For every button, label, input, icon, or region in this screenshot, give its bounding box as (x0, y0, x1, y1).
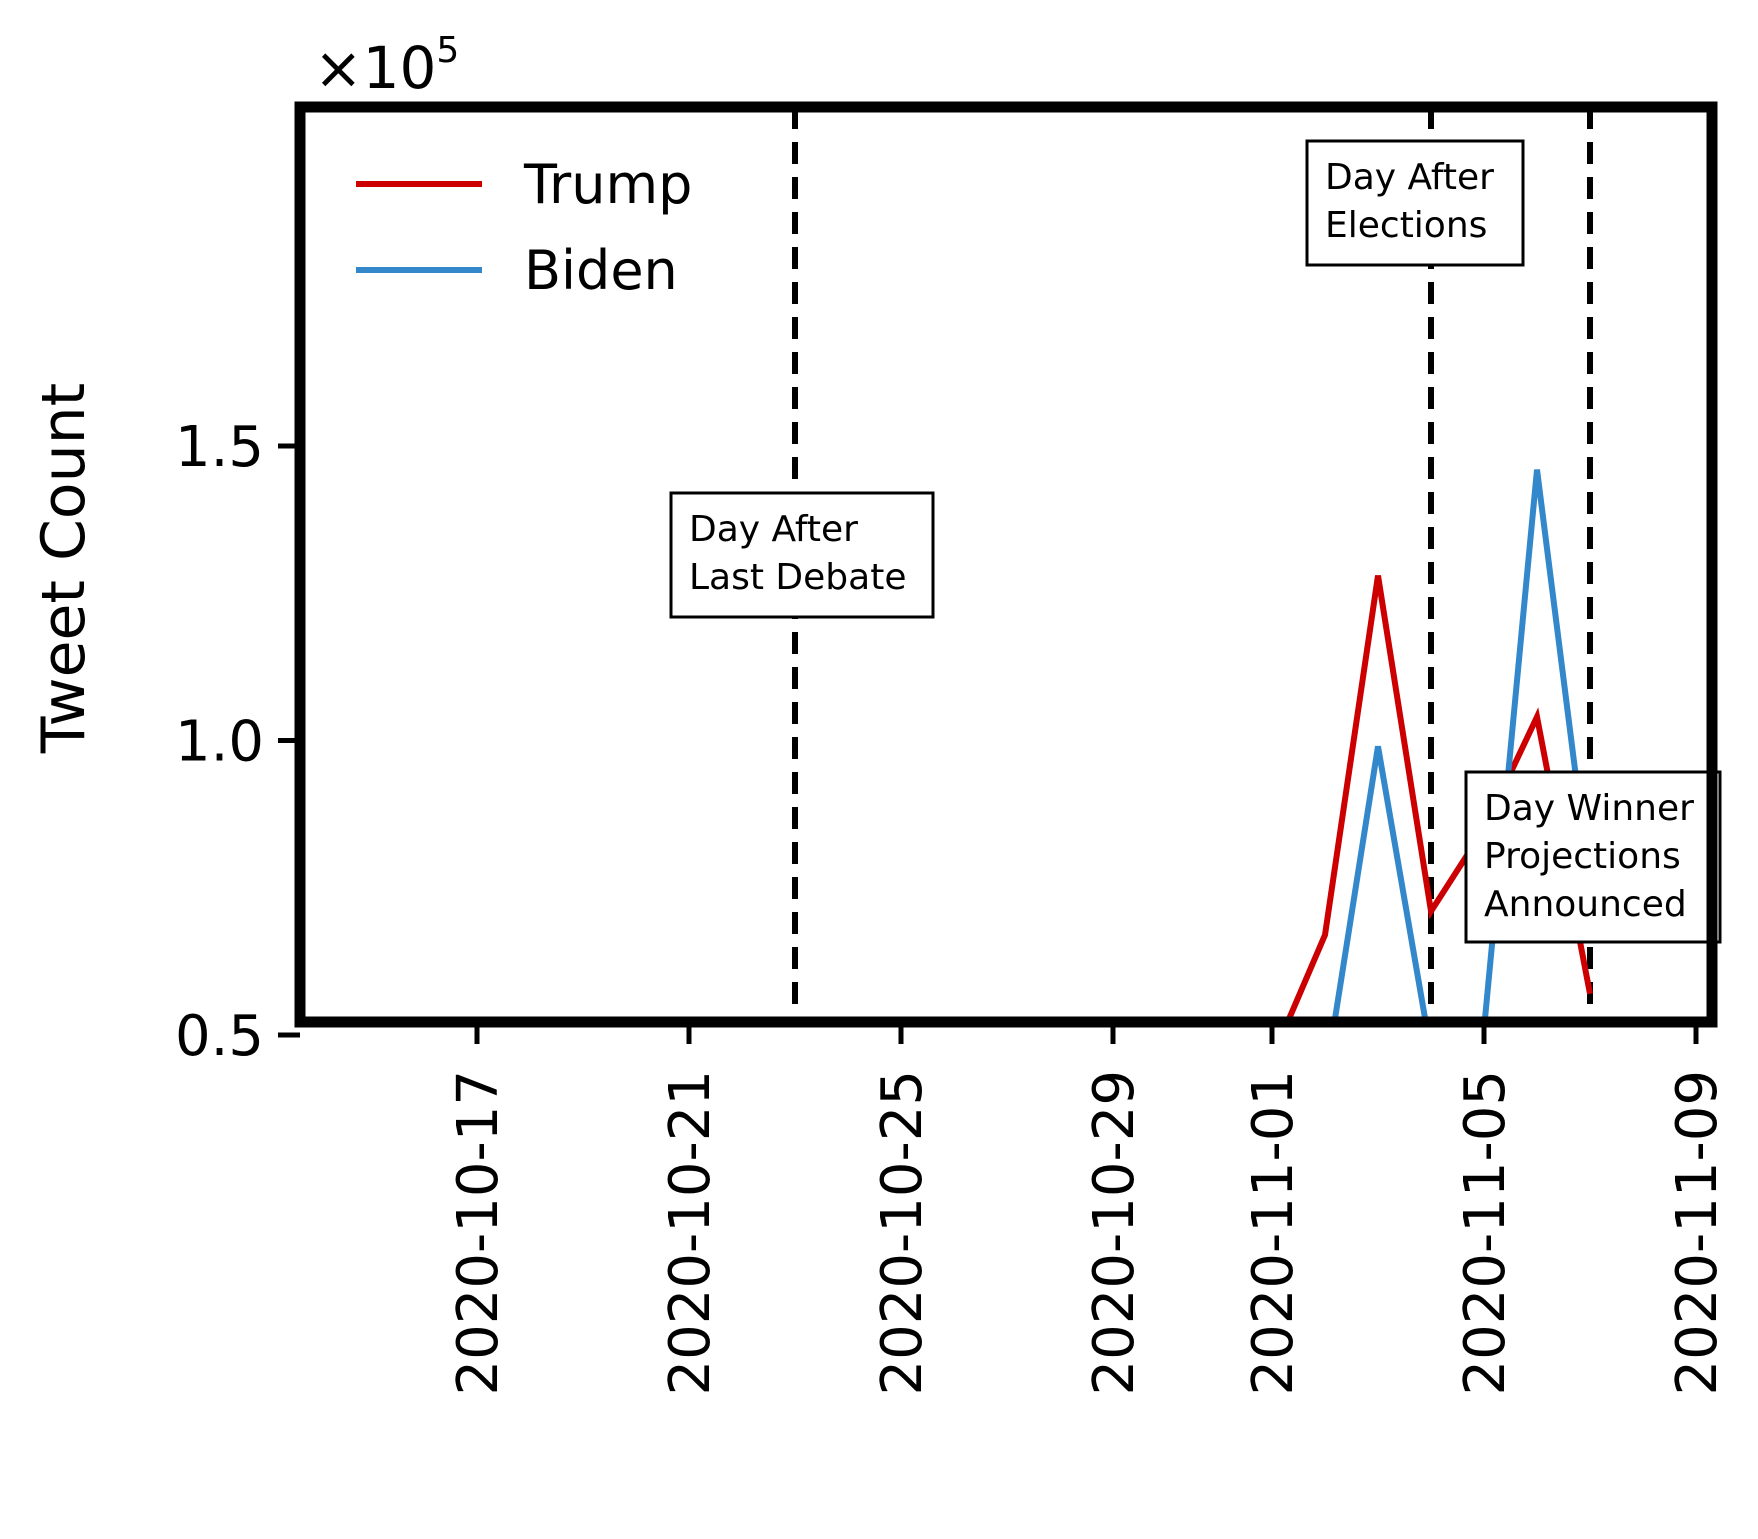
y-tick-label: 0.5 (175, 1004, 264, 1069)
annotation-text: Day After (1325, 157, 1494, 198)
legend-label-trump: Trump (523, 153, 692, 216)
annotation-text: Day After (689, 509, 858, 550)
y-axis-label: Tweet Count (29, 383, 99, 754)
annotation-box-3 (1464, 770, 1722, 944)
plot-frame (294, 101, 1718, 1028)
x-tick-label: 2020-10-17 (446, 1070, 511, 1395)
annotation-text: Day Winner (1484, 788, 1694, 829)
annotation-text: Elections (1325, 205, 1487, 246)
x-tick-label: 2020-11-05 (1453, 1070, 1518, 1395)
annotation-box-2 (1305, 139, 1525, 267)
y-tick-label: 1.0 (175, 710, 264, 775)
x-tick-label: 2020-10-29 (1082, 1070, 1147, 1395)
x-tick-label: 2020-11-01 (1241, 1070, 1306, 1395)
y-tick-label: 1.5 (175, 415, 264, 480)
y-multiplier-base: ×10 (314, 34, 436, 102)
annotation-box-1 (669, 491, 935, 619)
legend-label-biden: Biden (524, 239, 678, 302)
x-tick-label: 2020-10-25 (870, 1070, 935, 1395)
annotation-text: Projections (1484, 836, 1681, 877)
y-axis-multiplier: ×105 (314, 30, 459, 102)
annotation-text: Announced (1484, 884, 1687, 925)
x-tick-label: 2020-11-09 (1665, 1070, 1730, 1395)
series-line-biden (1331, 469, 1593, 1022)
y-multiplier-exponent: 5 (436, 30, 459, 71)
annotation-text: Last Debate (689, 557, 906, 598)
series-line-trump (1284, 575, 1593, 1022)
x-tick-label: 2020-10-21 (658, 1070, 723, 1395)
plot-area: Day After Last Debate Day After Elections Da… (175, 101, 1730, 1395)
